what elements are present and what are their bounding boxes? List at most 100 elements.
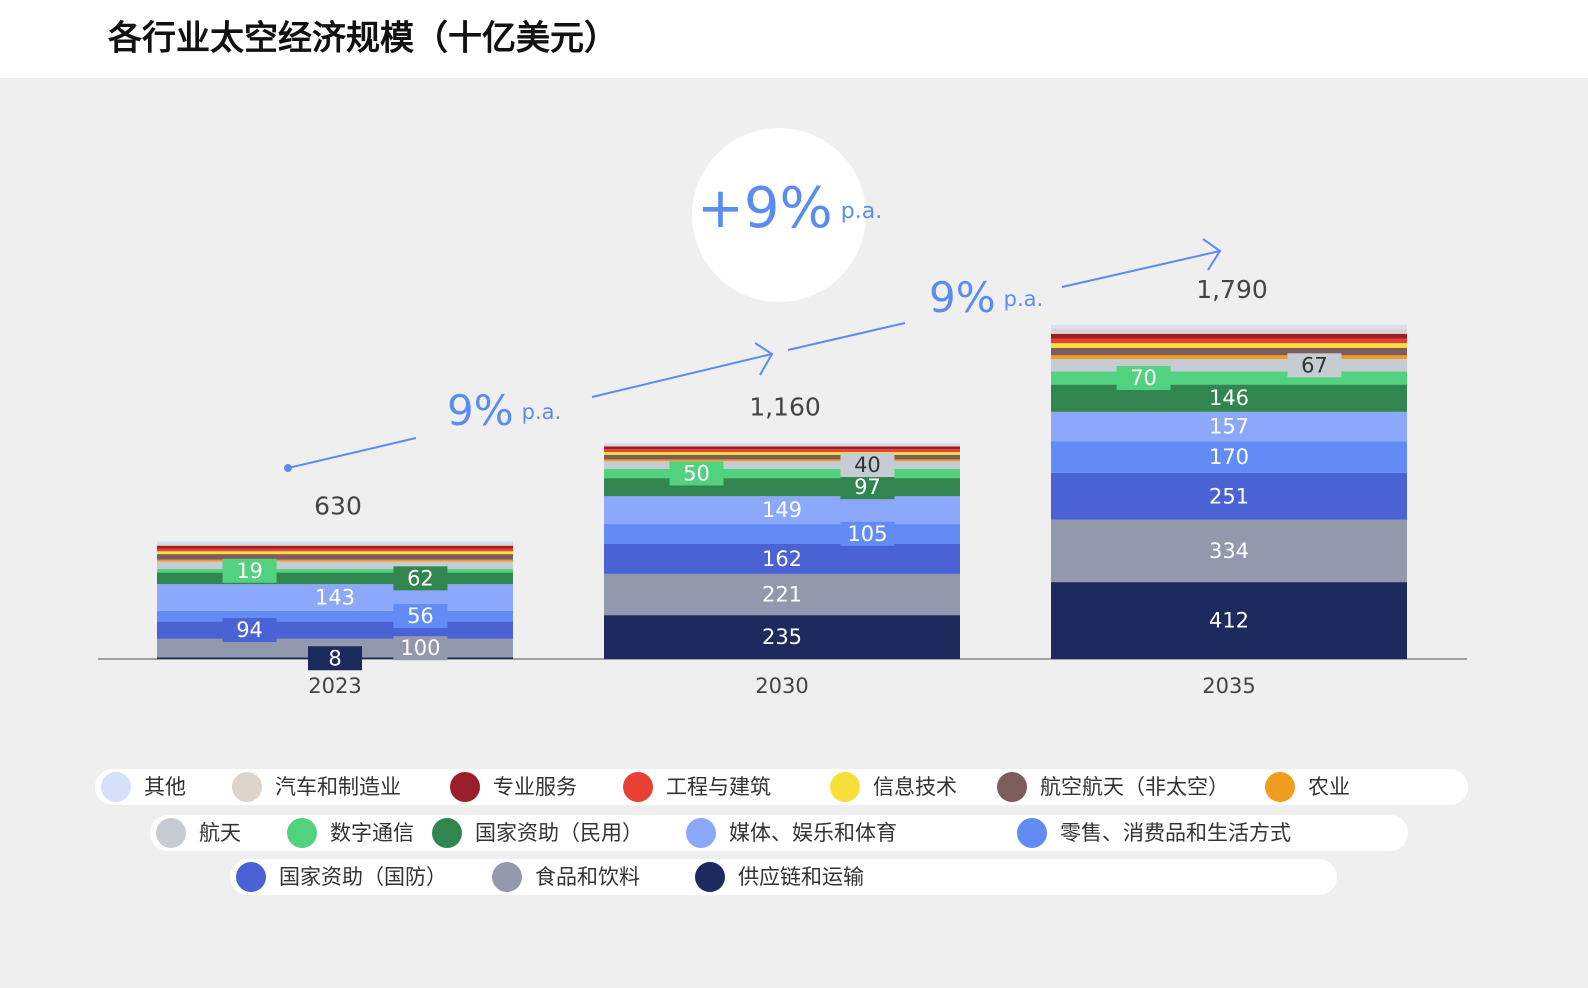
bar-segment (1051, 359, 1407, 372)
legend-swatch (287, 818, 317, 848)
bar-segment (1051, 324, 1407, 329)
label-box (1287, 353, 1342, 378)
bar-segment (157, 543, 513, 546)
legend-row (95, 769, 1468, 805)
bar-segment (604, 444, 960, 447)
data-label: 149 (762, 498, 802, 522)
legend-label: 信息技术 (873, 775, 957, 799)
data-label: 143 (315, 585, 355, 609)
bar-segment (604, 459, 960, 462)
legend-label: 农业 (1308, 775, 1350, 799)
growth-value: 9% (447, 386, 514, 435)
data-label: 146 (1209, 386, 1249, 410)
data-label: 8 (328, 646, 341, 670)
x-tick-label: 2030 (755, 674, 808, 698)
legend-swatch (686, 818, 716, 848)
bar-segment (604, 449, 960, 452)
label-box (308, 646, 362, 671)
chart-title: 各行业太空经济规模（十亿美元） (108, 19, 618, 59)
bar-segment (604, 451, 960, 455)
bar-segment (157, 610, 513, 622)
bar-segment (1051, 338, 1407, 344)
data-label: 251 (1209, 484, 1249, 508)
legend-swatch (101, 772, 131, 802)
legend-swatch (997, 772, 1027, 802)
data-label: 56 (407, 604, 434, 628)
total-label: 630 (314, 491, 362, 520)
bar-segment (604, 478, 960, 497)
bar-segment (157, 559, 513, 562)
data-label: 40 (854, 453, 881, 477)
label-box (840, 453, 895, 478)
legend-swatch (623, 772, 653, 802)
legend-swatch (1017, 818, 1047, 848)
bar-segment (604, 461, 960, 469)
growth-unit: p.a. (522, 400, 562, 424)
legend-label: 数字通信 (330, 821, 414, 845)
data-label: 221 (762, 583, 802, 607)
bar-segment (604, 446, 960, 450)
bar-segment (157, 584, 513, 611)
legend-label: 航空航天（非太空） (1040, 775, 1229, 799)
bar-segment (157, 554, 513, 560)
growth-label: 9% p.a. (929, 273, 1043, 322)
data-label: 97 (854, 475, 881, 499)
legend-label: 国家资助（国防） (279, 865, 447, 889)
legend-swatch (236, 862, 266, 892)
bar-segment (157, 551, 513, 555)
growth-value: 9% (929, 273, 996, 322)
legend-label: 媒体、娱乐和体育 (729, 821, 897, 845)
bar-segment (604, 573, 960, 616)
legend-row (150, 815, 1408, 851)
legend-label: 工程与建筑 (666, 775, 771, 799)
legend-swatch (830, 772, 860, 802)
bar-segment (604, 543, 960, 574)
legend-label: 零售、消费品和生活方式 (1060, 821, 1291, 845)
data-label: 162 (762, 547, 802, 571)
bar-segment (1051, 582, 1407, 659)
bar-segment (1051, 472, 1407, 520)
growth-label: +9% p.a. (697, 176, 882, 241)
bar-segment (1051, 347, 1407, 356)
legend-swatch (1265, 772, 1295, 802)
x-tick-label: 2035 (1202, 674, 1255, 698)
growth-unit: p.a. (1004, 287, 1044, 311)
bar-segment (1051, 519, 1407, 583)
bar-segment (157, 561, 513, 570)
data-label: 70 (1130, 366, 1157, 390)
label-box (222, 558, 277, 583)
data-label: 100 (400, 636, 440, 660)
bar-segment (604, 468, 960, 479)
legend-label: 食品和饮料 (535, 865, 640, 889)
data-label: 50 (683, 461, 710, 485)
growth-unit: p.a. (841, 199, 882, 224)
bar-segment (157, 569, 513, 573)
legend-label: 供应链和运输 (738, 865, 864, 889)
bar-segment (604, 442, 960, 445)
legend-label: 国家资助（民用） (475, 821, 643, 845)
bar-segment (1051, 411, 1407, 442)
bar-segment (1051, 328, 1407, 334)
legend-label: 航天 (199, 821, 241, 845)
data-label: 62 (407, 566, 434, 590)
label-box (669, 461, 724, 486)
label-box (222, 618, 277, 643)
legend-swatch (156, 818, 186, 848)
bar-segment (1051, 441, 1407, 473)
legend-label: 专业服务 (493, 775, 577, 799)
data-label: 157 (1209, 415, 1249, 439)
bar-segment (157, 548, 513, 552)
bar-segment (604, 454, 960, 460)
legend-swatch (695, 862, 725, 892)
legend-label: 汽车和制造业 (275, 775, 401, 799)
growth-circle (692, 128, 866, 302)
growth-arrows (284, 238, 1222, 472)
data-label: 67 (1301, 353, 1328, 377)
label-box (1116, 366, 1171, 391)
legend-swatch (232, 772, 262, 802)
bar-segment (604, 496, 960, 525)
bar-segment (157, 621, 513, 639)
data-label: 19 (236, 559, 263, 583)
